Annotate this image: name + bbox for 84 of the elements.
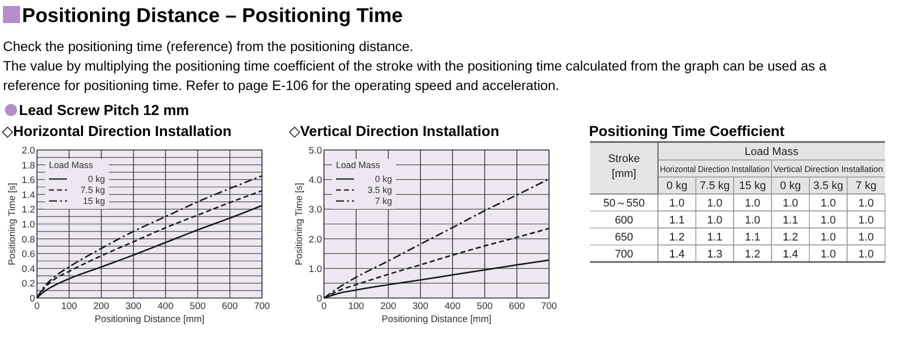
data-label: 1.1 [782, 214, 798, 226]
y-tick-label: 2.0 [308, 234, 322, 246]
x-tick-label: 7.5 kg [700, 180, 730, 192]
x-tick-label: 500 [476, 301, 493, 312]
text: Positioning Distance – Positioning Time [22, 5, 403, 27]
y-tick-label: 1.2 [22, 204, 35, 216]
x-tick-label: 0 kg [666, 180, 688, 192]
x-tick-label: 0 kg [780, 180, 801, 192]
x-tick-label: 300 [412, 301, 428, 312]
y-axis-title: Positioning Time [s] [294, 182, 305, 266]
data-label: 1.0 [858, 198, 874, 210]
x-axis-title: Positioning Distance [mm] [382, 314, 492, 325]
text: The value by multiplying the positioning time coefficient of the stroke with the positioning time calculated from the graph can be used as a [3, 58, 827, 74]
x-tick-label: 200 [380, 301, 396, 312]
data-label: 1.0 [744, 198, 760, 210]
data-label: 1.0 [707, 198, 722, 210]
x-tick-label: 7 kg [856, 180, 876, 192]
y-tick-label: 0.8 [22, 234, 35, 246]
y-tick-label: 1.6 [22, 175, 35, 186]
x-tick-label: 3.5 kg [813, 180, 844, 192]
text: reference for positioning time. Refer to page E-106 for the operating speed and acceleration. [3, 78, 560, 93]
x-tick-label: 100 [61, 301, 78, 312]
y-tick-label: 0 [30, 294, 35, 304]
y-tick-label: 600 [614, 214, 634, 226]
y-tick-label: 700 [614, 248, 634, 260]
data-label: 1.0 [744, 214, 760, 226]
legend-title: Load Mass [49, 160, 94, 170]
x-tick-label: 700 [254, 301, 270, 312]
legend-title: Load Mass [336, 160, 381, 170]
y-tick-label: 1.0 [308, 264, 322, 275]
data-label: 1.1 [669, 214, 685, 226]
y-tick-label: 1.0 [22, 220, 35, 230]
x-axis-title: Positioning Distance [mm] [94, 314, 204, 325]
chart-title: Positioning Time Coefficient [589, 124, 785, 140]
data-label: 1.4 [669, 248, 685, 260]
legend-label: 15 kg [82, 196, 105, 206]
x-tick-label: 400 [444, 301, 460, 312]
data-label: 1.3 [707, 248, 722, 260]
x-tick-label: 400 [158, 301, 174, 312]
data-label: 1.0 [820, 198, 836, 210]
y-tick-label: 1.4 [22, 190, 35, 201]
y-tick-label: 0.2 [22, 278, 35, 290]
x-tick-label: 500 [190, 301, 206, 312]
data-label: 1.0 [858, 232, 874, 244]
text: Lead Screw Pitch 12 mm [19, 103, 190, 119]
y-axis-title: Stroke [mm] [608, 153, 640, 180]
data-label: 1.0 [782, 198, 798, 210]
y-tick-label: 50～550 [603, 198, 645, 210]
text: Check the positioning time (reference) from the positioning distance. [3, 39, 414, 54]
data-label: 1.0 [858, 214, 874, 226]
data-label: 1.0 [820, 248, 836, 260]
data-label: 1.0 [669, 198, 685, 210]
x-tick-label: 300 [126, 301, 142, 312]
y-tick-label: 650 [614, 232, 634, 244]
chart-title: ◇Horizontal Direction Installation [2, 124, 232, 140]
y-tick-label: 0 [316, 294, 322, 304]
data-label: 1.0 [820, 232, 836, 244]
data-label: 1.2 [744, 248, 760, 260]
y-tick-label: 4.0 [308, 175, 322, 186]
data-label: 1.0 [707, 214, 722, 226]
legend-label: 7 kg [374, 196, 392, 206]
data-label: 1.0 [858, 248, 874, 260]
data-label: 1.2 [782, 232, 798, 244]
x-tick-label: 100 [348, 301, 364, 312]
y-tick-label: 0.6 [22, 249, 35, 260]
data-label: 1.1 [707, 232, 722, 244]
chart-title: ◇Vertical Direction Installation [289, 124, 500, 140]
y-tick-label: 0.4 [22, 264, 35, 275]
data-label: 1.4 [782, 248, 798, 260]
y-tick-label: 5.0 [308, 146, 322, 156]
data-label: 1.1 [744, 232, 760, 244]
x-tick-label: 15 kg [739, 180, 766, 192]
y-tick-label: 2.0 [22, 146, 35, 156]
y-tick-label: 1.8 [22, 160, 35, 172]
x-axis-title: Load Mass [744, 146, 799, 158]
x-tick-label: 200 [93, 301, 110, 312]
x-tick-label: 700 [541, 301, 557, 312]
x-tick-label: 600 [222, 301, 238, 312]
x-tick-label: 600 [508, 301, 525, 312]
data-label: 1.0 [820, 214, 836, 226]
y-axis-title: Positioning Time [s] [7, 182, 18, 266]
data-label: 1.2 [669, 232, 685, 244]
text: Vertical Direction Installation [774, 164, 884, 174]
y-tick-label: 3.0 [308, 204, 322, 216]
